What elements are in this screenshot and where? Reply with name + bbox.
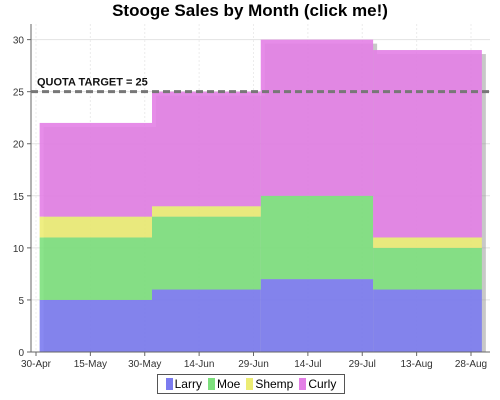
area-segment-curly-august[interactable]: Curly August: 18 (373, 50, 482, 238)
quota-label: QUOTA TARGET = 25 (37, 77, 148, 89)
y-tick-label: 30 (13, 36, 25, 47)
area-segment-larry-june[interactable]: Larry June: 6 (152, 289, 261, 352)
area-segment-moe-august[interactable]: Moe August: 4 (373, 247, 482, 290)
legend-item-curly[interactable]: Curly (299, 377, 336, 391)
area-segment-larry-august[interactable]: Larry August: 6 (373, 289, 482, 352)
legend-swatch (246, 378, 254, 390)
x-tick-label: 15-May (74, 359, 107, 370)
area-segment-moe-july[interactable]: Moe July: 8 (260, 195, 374, 280)
legend-label: Moe (216, 377, 241, 391)
legend-swatch (165, 378, 173, 390)
y-tick-label: 20 (13, 140, 25, 151)
area-segment-curly-june[interactable]: Curly June: 11 (152, 91, 261, 207)
legend: Larry Moe Shemp Curly (157, 374, 345, 394)
legend-swatch (207, 378, 215, 390)
x-tick-label: 29-Jun (238, 359, 269, 370)
x-tick-label: 14-Jul (294, 359, 321, 370)
y-tick-label: 25 (13, 88, 25, 99)
axes: 0 5 10 15 20 25 30 30-Apr 15-May 30-May 14-Jun 29-J… (13, 24, 490, 370)
area-segment-moe-may[interactable]: Moe May: 6 (39, 237, 152, 300)
y-tick-label: 15 (13, 192, 25, 203)
area-segment-larry-july[interactable]: Larry July: 7 (260, 279, 374, 352)
legend-swatch (299, 378, 307, 390)
y-tick-label: 10 (13, 244, 25, 255)
y-tick-label: 0 (18, 348, 24, 359)
area-segment-curly-may[interactable]: Curly May: 9 (39, 122, 152, 217)
x-tick-label: 29-Jul (349, 359, 376, 370)
area-segment-curly-july[interactable]: Curly July: 15 (260, 39, 374, 196)
area-segment-shemp-june[interactable]: Shemp June: 1 (152, 206, 261, 217)
legend-item-moe[interactable]: Moe (207, 377, 241, 391)
area-segment-shemp-may[interactable]: Shemp May: 2 (39, 216, 152, 238)
legend-label: Larry (174, 377, 202, 391)
legend-label: Curly (308, 377, 337, 391)
annotations: QUOTA TARGET = 25 (31, 77, 490, 94)
x-tick-label: 30-Apr (21, 359, 52, 370)
y-tick-label: 5 (18, 296, 24, 307)
x-tick-label: 30-May (128, 359, 161, 370)
area-segment-larry-may[interactable]: Larry May: 5 (39, 299, 152, 352)
x-tick-label: 14-Jun (184, 359, 215, 370)
x-tick-label: 13-Aug (401, 359, 433, 370)
legend-item-shemp[interactable]: Shemp (246, 377, 293, 391)
area-segment-moe-june[interactable]: Moe June: 7 (152, 216, 261, 290)
area-segment-shemp-august[interactable]: Shemp August: 1 (373, 237, 482, 248)
legend-item-larry[interactable]: Larry (165, 377, 202, 391)
chart-title[interactable]: Stooge Sales by Month (click me!) (112, 1, 388, 20)
x-tick-label: 28-Aug (455, 359, 487, 370)
legend-label: Shemp (255, 377, 294, 391)
